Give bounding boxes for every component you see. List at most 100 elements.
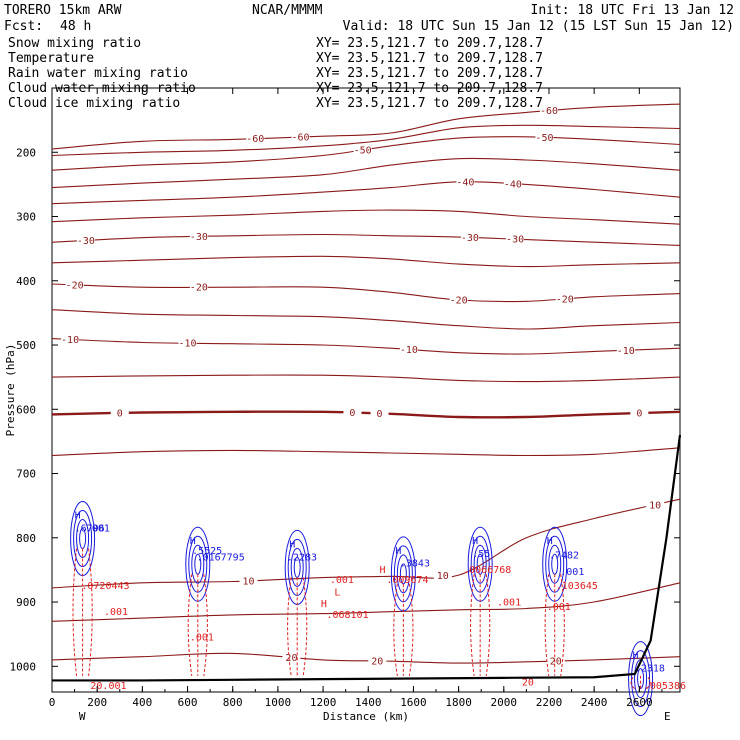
terrain-surface [52, 434, 682, 682]
temperature-contour-label: -30 [190, 232, 208, 243]
rain-value-label: .001 [547, 602, 571, 613]
temperature-contour-label: -60 [246, 134, 264, 145]
contour-label-bg [539, 104, 558, 116]
y-tick-label: 600 [16, 403, 36, 416]
cloud-water-contour [191, 544, 205, 584]
x-tick-label: 1400 [355, 696, 382, 709]
temperature-contour [51, 338, 681, 355]
temperature-contour [51, 136, 681, 171]
x-tick-label: 200 [87, 696, 107, 709]
temperature-contour-label: -30 [461, 233, 479, 244]
contour-label-bg [630, 407, 649, 419]
cloud-water-max-marker: H [75, 511, 81, 522]
temperature-contour-label: 20 [371, 656, 383, 667]
cloud-water-max-marker: H [395, 546, 401, 557]
y-axis-label: Pressure (hPa) [4, 344, 17, 437]
rain-value-label: .068101 [326, 610, 368, 621]
y-tick-label: 500 [16, 339, 36, 352]
temperature-contour [51, 283, 681, 303]
rain-value-label: 20 [522, 678, 534, 689]
rain-value-label: .001 [330, 575, 354, 586]
x-tick-label: 1800 [445, 696, 472, 709]
contour-label-bg [291, 130, 310, 142]
temperature-contour [51, 447, 681, 457]
contour-label-bg [370, 407, 389, 419]
center-title: NCAR/MMMM [252, 3, 323, 18]
terrain-line [52, 434, 682, 682]
temperature-contour [51, 582, 681, 622]
x-tick-label: 1000 [265, 696, 292, 709]
cloud-water-value-label: .2318 [635, 663, 665, 674]
rain-extremum-marker: L [334, 588, 340, 599]
temperature-contour [51, 157, 681, 189]
contour-label-bg [646, 498, 665, 510]
contour-label-bg [246, 132, 265, 144]
west-end-label: W [79, 710, 86, 723]
legend-item-xy: XY= 23.5,121.7 to 209.7,128.7 [316, 66, 543, 81]
contour-label-bg [65, 278, 84, 290]
legend-item-xy: XY= 23.5,121.7 to 209.7,128.7 [316, 51, 543, 66]
cloud-water-max-marker: H [289, 539, 295, 550]
rain-contour [560, 574, 565, 677]
cloud-water-features: H.6796.001H.5525.0167795H.2283H.3843H.55… [70, 501, 665, 717]
legend-item-name: Snow mixing ratio [8, 36, 141, 51]
temperature-contour [51, 374, 681, 383]
cloud-water-contour [290, 547, 304, 587]
temperature-contour [51, 309, 681, 330]
x-tick-label: 2600 [626, 696, 653, 709]
temperature-contour-label: -10 [400, 345, 418, 356]
contour-label-bg [399, 343, 418, 355]
rain-value-label: .103645 [556, 581, 598, 592]
contour-label-bg [110, 406, 129, 418]
temperature-contour-label: -50 [354, 145, 372, 156]
temperature-contour [51, 255, 681, 268]
cloud-water-value-label: .5525 [192, 546, 222, 557]
y-tick-label: 700 [16, 468, 36, 481]
contour-label-bg [616, 344, 635, 356]
y-tick-label: 900 [16, 596, 36, 609]
rain-contour [544, 574, 550, 677]
rain-contour [646, 675, 651, 689]
rain-value-label: 20.001 [90, 681, 126, 692]
legend: Snow mixing ratio XY= 23.5,121.7 to 209.7… [8, 36, 543, 111]
y-tick-label: 1000 [10, 660, 37, 673]
cloud-water-contour [628, 641, 654, 717]
rain-value-label: .0720443 [81, 581, 129, 592]
contour-label-bg [449, 294, 468, 306]
plot-frame [51, 87, 681, 693]
rain-value-label: .005386 [644, 681, 686, 692]
cloud-water-contour [396, 554, 410, 594]
cloud-water-max-marker: H [190, 536, 196, 547]
init-time: Init: 18 UTC Fri 13 Jan 12 [531, 3, 735, 18]
temperature-contour [51, 498, 681, 589]
contour-label-bg [546, 654, 565, 666]
temperature-contour-label: -10 [61, 335, 79, 346]
temperature-contour-label: -50 [535, 133, 553, 144]
rain-contour [203, 574, 208, 677]
rain-contour [485, 574, 491, 677]
x-tick-label: 2000 [491, 696, 518, 709]
y-tick-label: 800 [16, 532, 36, 545]
cloud-water-contour [76, 519, 90, 559]
x-tick-label: 2400 [581, 696, 608, 709]
contour-label-bg [353, 143, 372, 155]
cloud-water-value-label: .3843 [400, 559, 430, 570]
temperature-contour [51, 103, 681, 150]
temperature-contour-label: 10 [243, 576, 255, 587]
temperature-contour-label: 0 [636, 409, 642, 420]
temperature-contour [51, 233, 681, 246]
y-tick-label: 200 [16, 146, 36, 159]
temperature-contour-label: -30 [506, 235, 524, 246]
temperature-contour-label: 10 [437, 571, 449, 582]
axes: 0 200 400 600 800 1000 1200 1400 1600 1800 2000 220… [10, 88, 680, 709]
contour-label-bg [555, 292, 574, 304]
cloud-water-value-label: .001 [86, 523, 110, 534]
x-tick-label: 0 [49, 696, 56, 709]
forecast-hours: 48 h [60, 19, 91, 34]
y-tick-label: 400 [16, 275, 36, 288]
contour-label-bg [189, 230, 208, 242]
temperature-contour-label: -30 [77, 236, 95, 247]
temperature-contour-label: -10 [179, 339, 197, 350]
temperature-contour-label: 0 [349, 408, 355, 419]
